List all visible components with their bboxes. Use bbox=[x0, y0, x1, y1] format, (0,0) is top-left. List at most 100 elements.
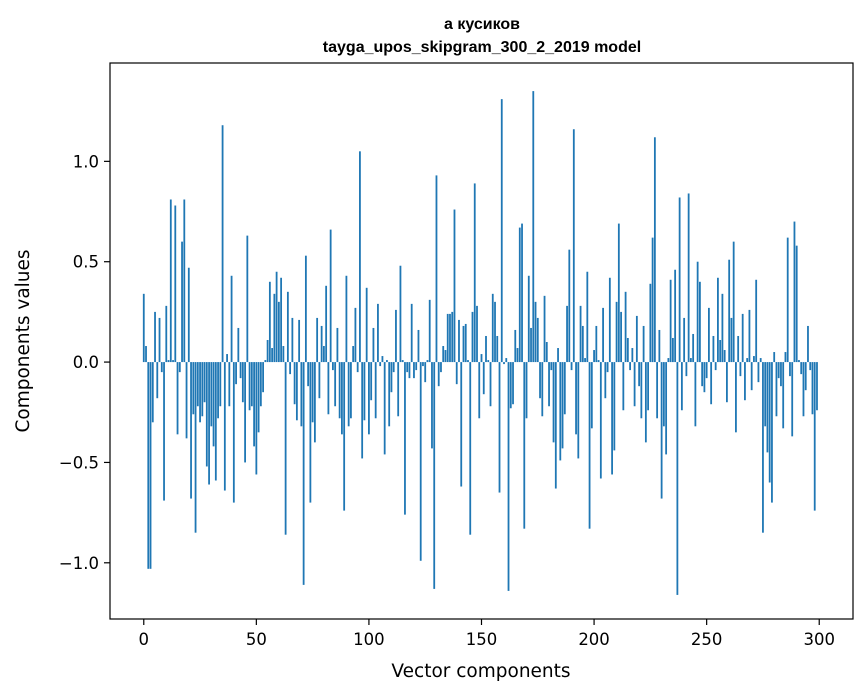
bar-140 bbox=[458, 319, 460, 363]
y-tick-label-0: −1.0 bbox=[59, 554, 99, 573]
bar-111 bbox=[392, 362, 395, 373]
bar-93 bbox=[352, 346, 355, 363]
bar-78 bbox=[318, 362, 321, 399]
x-tick-label-50: 50 bbox=[246, 630, 267, 649]
bar-263 bbox=[735, 362, 737, 433]
bar-165 bbox=[514, 329, 517, 363]
bar-222 bbox=[642, 325, 645, 363]
bar-178 bbox=[543, 295, 546, 363]
bar-176 bbox=[539, 362, 541, 399]
bar-217 bbox=[631, 348, 634, 363]
bar-201 bbox=[595, 325, 598, 363]
bar-126 bbox=[426, 360, 429, 363]
bar-173 bbox=[532, 91, 535, 363]
bar-0 bbox=[142, 293, 145, 363]
bar-204 bbox=[602, 307, 604, 363]
bar-56 bbox=[268, 281, 271, 363]
bar-105 bbox=[379, 362, 382, 367]
bar-194 bbox=[579, 305, 582, 363]
bar-199 bbox=[590, 362, 593, 429]
bar-97 bbox=[361, 362, 364, 459]
bar-289 bbox=[793, 221, 796, 363]
bar-4 bbox=[151, 362, 154, 423]
bar-269 bbox=[748, 309, 751, 363]
bar-266 bbox=[741, 313, 744, 363]
bar-155 bbox=[491, 293, 494, 363]
bar-272 bbox=[755, 279, 758, 363]
bar-11 bbox=[167, 360, 170, 363]
bar-59 bbox=[275, 271, 278, 363]
x-tick-label-300: 300 bbox=[803, 630, 835, 649]
bar-149 bbox=[478, 362, 481, 419]
bar-79 bbox=[320, 325, 323, 363]
bar-177 bbox=[541, 362, 544, 417]
bar-159 bbox=[500, 99, 503, 363]
bar-108 bbox=[386, 360, 388, 363]
bar-86 bbox=[336, 327, 339, 363]
bar-223 bbox=[644, 362, 647, 443]
bar-246 bbox=[696, 261, 699, 363]
bar-274 bbox=[759, 358, 762, 363]
bar-53 bbox=[262, 362, 264, 393]
bar-268 bbox=[746, 358, 749, 363]
bar-156 bbox=[494, 301, 496, 363]
bar-133 bbox=[442, 346, 445, 363]
bar-287 bbox=[789, 362, 791, 377]
bar-29 bbox=[208, 362, 210, 485]
bar-292 bbox=[800, 362, 803, 375]
bar-134 bbox=[444, 350, 447, 363]
bar-46 bbox=[246, 235, 249, 363]
bar-170 bbox=[525, 362, 528, 419]
bar-150 bbox=[480, 354, 483, 363]
bar-288 bbox=[791, 362, 794, 437]
bar-100 bbox=[368, 362, 370, 435]
bar-196 bbox=[584, 358, 586, 363]
bar-34 bbox=[219, 362, 222, 407]
bar-253 bbox=[712, 335, 715, 363]
bar-109 bbox=[388, 362, 391, 427]
bar-261 bbox=[730, 317, 733, 363]
bar-94 bbox=[354, 307, 357, 363]
bar-13 bbox=[172, 360, 174, 363]
plot-frame bbox=[109, 62, 854, 620]
bar-225 bbox=[649, 283, 652, 363]
bar-65 bbox=[289, 362, 292, 375]
bar-192 bbox=[575, 362, 577, 435]
bar-174 bbox=[534, 301, 537, 363]
bar-185 bbox=[559, 362, 562, 461]
bar-290 bbox=[795, 245, 798, 363]
bar-14 bbox=[174, 205, 177, 363]
bar-58 bbox=[273, 293, 276, 363]
bar-47 bbox=[248, 362, 251, 411]
bar-21 bbox=[190, 362, 192, 499]
bar-99 bbox=[365, 287, 368, 363]
bar-145 bbox=[469, 362, 472, 535]
bar-57 bbox=[271, 348, 274, 363]
bar-25 bbox=[199, 362, 201, 423]
bar-181 bbox=[550, 362, 553, 371]
bar-20 bbox=[187, 267, 190, 363]
bar-188 bbox=[566, 305, 568, 363]
bar-129 bbox=[433, 362, 436, 589]
bar-74 bbox=[309, 362, 312, 503]
bar-169 bbox=[523, 362, 526, 529]
bar-182 bbox=[552, 362, 555, 443]
bar-6 bbox=[156, 362, 159, 399]
bar-202 bbox=[597, 360, 600, 363]
x-tick-label-0: 0 bbox=[139, 630, 150, 649]
bar-270 bbox=[750, 362, 753, 391]
bar-234 bbox=[669, 279, 672, 363]
bar-244 bbox=[692, 333, 695, 363]
bar-278 bbox=[768, 362, 771, 483]
y-axis-ticks: −1.0 −0.5 0.0 0.5 1.0 bbox=[59, 152, 110, 573]
bar-257 bbox=[721, 293, 724, 363]
x-tick-label-250: 250 bbox=[691, 630, 723, 649]
bar-118 bbox=[408, 362, 411, 379]
bar-264 bbox=[737, 335, 740, 363]
bar-66 bbox=[291, 317, 294, 363]
bar-216 bbox=[629, 362, 631, 371]
bar-296 bbox=[809, 362, 812, 371]
bar-210 bbox=[615, 301, 618, 363]
y-tick-label-3: 0.5 bbox=[73, 253, 99, 272]
x-axis-ticks: 0 50 100 150 200 250 300 bbox=[139, 619, 835, 649]
